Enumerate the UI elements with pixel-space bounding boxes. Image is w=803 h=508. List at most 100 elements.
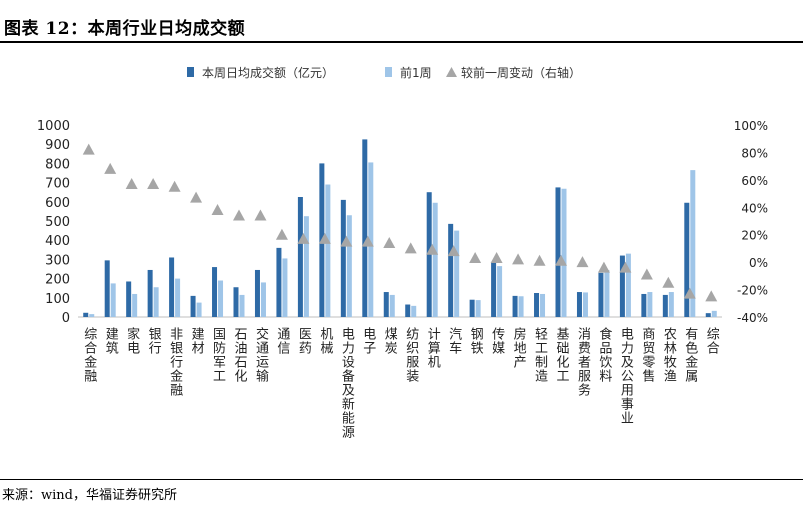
bar-previous-week: [454, 230, 460, 317]
category-label: 非银行金融: [167, 327, 183, 397]
change-marker: [469, 252, 482, 264]
left-tick-label: 300: [45, 253, 70, 268]
left-tick-label: 100: [45, 292, 70, 307]
left-tick-label: 500: [45, 215, 70, 230]
right-tick-label: 20%: [741, 229, 768, 243]
change-marker: [147, 177, 160, 189]
legend-current-week: 本周日均成交额（亿元）: [187, 65, 334, 80]
change-marker: [318, 232, 331, 244]
bar-previous-week: [303, 216, 309, 317]
bar-current-week: [212, 267, 218, 317]
left-tick-label: 400: [45, 234, 70, 249]
right-y-axis: 100% 80% 60% 40% 20% 0% -20% -40%: [734, 119, 768, 325]
bar-previous-week: [153, 287, 159, 317]
bar-previous-week: [690, 170, 696, 317]
bar-previous-week: [604, 269, 610, 317]
legend-change: 较前一周变动（右轴）: [446, 65, 581, 80]
change-marker: [576, 256, 589, 268]
bar-previous-week: [282, 258, 288, 317]
bar-previous-week: [132, 293, 138, 317]
category-label: 纺织服装: [403, 327, 419, 383]
category-label: 建筑: [103, 327, 119, 355]
left-tick-label: 1000: [37, 119, 70, 134]
left-tick-label: 700: [45, 177, 70, 192]
left-tick-label: 800: [45, 157, 70, 172]
change-marker: [597, 261, 610, 273]
bar-current-week: [598, 272, 604, 317]
bar-previous-week: [432, 202, 438, 317]
category-label: 煤炭: [382, 327, 398, 355]
footer-rule: [0, 479, 803, 480]
legend-previous-week-label: 前1周: [400, 65, 432, 80]
change-marker: [190, 191, 203, 203]
right-tick-label: -40%: [737, 311, 768, 325]
category-label: 电力及公用事业: [618, 327, 634, 425]
change-marker: [683, 287, 696, 299]
bars: [83, 139, 717, 317]
legend: 本周日均成交额（亿元） 前1周 较前一周变动（右轴）: [187, 65, 581, 80]
change-marker: [533, 254, 546, 266]
bar-current-week: [576, 292, 582, 317]
category-label: 农林牧渔: [661, 327, 677, 383]
change-marker: [211, 204, 224, 216]
right-tick-label: 60%: [741, 174, 768, 188]
change-marker: [104, 162, 117, 174]
bar-current-week: [555, 187, 561, 317]
change-marker: [447, 245, 460, 257]
source-note: 来源：wind，华福证券研究所: [2, 488, 177, 503]
category-label: 综合: [704, 327, 720, 355]
bar-current-week: [705, 313, 711, 317]
bar-current-week: [641, 293, 647, 317]
category-label: 电子: [360, 327, 376, 355]
change-marker: [619, 261, 632, 273]
category-label: 汽车: [446, 327, 462, 355]
bar-current-week: [491, 262, 497, 317]
change-marker: [662, 276, 675, 288]
bar-previous-week: [368, 162, 374, 317]
change-marker: [490, 252, 503, 264]
change-marker: [233, 209, 245, 221]
bar-current-week: [147, 269, 153, 317]
bar-current-week: [619, 255, 625, 317]
category-label: 计算机: [425, 327, 441, 369]
change-marker: [168, 180, 181, 192]
right-tick-label: 40%: [741, 201, 768, 215]
left-tick-label: 900: [45, 138, 70, 153]
category-label: 食品饮料: [596, 326, 612, 383]
change-marker: [512, 253, 525, 265]
bar-previous-week: [218, 280, 224, 317]
bar-current-week: [383, 292, 389, 317]
change-marker: [705, 290, 718, 302]
change-marker: [404, 242, 417, 254]
bar-previous-week: [239, 294, 245, 317]
bar-previous-week: [110, 283, 116, 317]
bar-current-week: [340, 199, 346, 317]
bar-previous-week: [346, 215, 352, 317]
bar-current-week: [276, 247, 282, 317]
category-label: 石油石化: [232, 327, 248, 383]
bar-previous-week: [411, 305, 417, 317]
bar-current-week: [534, 293, 540, 317]
change-markers: [82, 143, 718, 302]
bar-previous-week: [389, 294, 395, 317]
change-marker: [297, 232, 310, 244]
bar-current-week: [684, 202, 690, 317]
right-tick-label: 0%: [749, 256, 768, 270]
bar-current-week: [405, 304, 411, 317]
change-marker: [340, 235, 353, 247]
bar-previous-week: [497, 266, 503, 317]
change-marker: [82, 143, 95, 155]
bar-current-week: [190, 295, 196, 317]
bar-previous-week: [647, 292, 653, 317]
left-tick-label: 0: [62, 311, 70, 326]
bar-previous-week: [475, 300, 481, 317]
left-y-axis: 0 100 200 300 400 500 600 700 800 900 1000: [37, 119, 70, 326]
change-marker: [254, 209, 267, 221]
legend-current-week-swatch: [187, 67, 194, 77]
bar-previous-week: [540, 293, 546, 317]
title-rule: [0, 41, 803, 43]
category-label: 钢铁: [468, 327, 484, 355]
category-label: 综合金融: [81, 327, 97, 383]
category-label: 电力设备及新能源: [339, 327, 355, 439]
category-label: 传媒: [489, 327, 505, 355]
